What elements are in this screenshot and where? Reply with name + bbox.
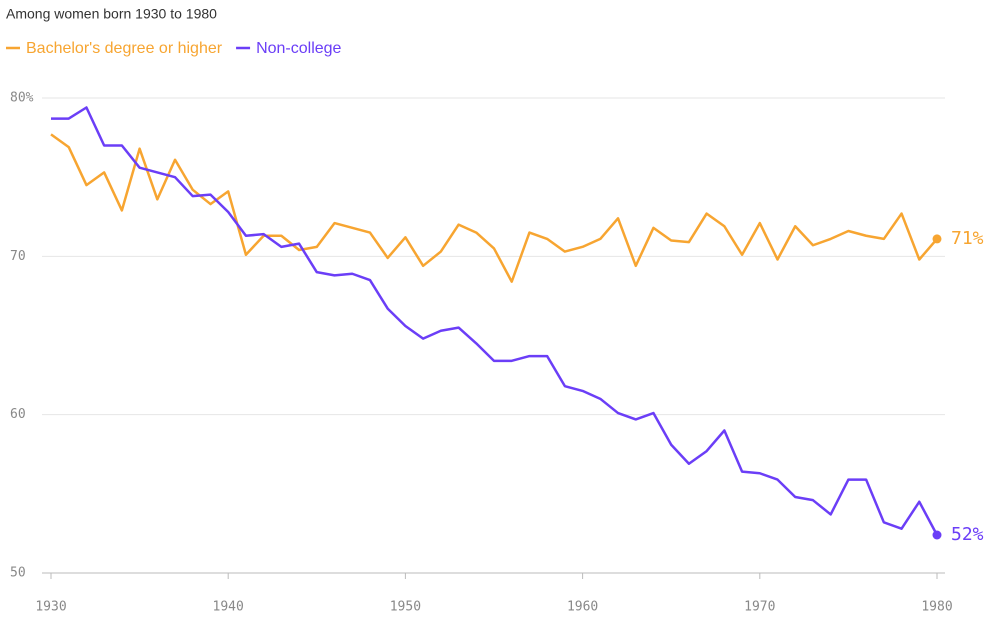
- series-line: [50, 133, 938, 283]
- end-label: 71%: [951, 228, 984, 249]
- end-label: 52%: [951, 524, 984, 545]
- series-line: [51, 106, 939, 536]
- y-tick-label: 80%: [10, 91, 34, 106]
- legend-label: Non-college: [256, 40, 341, 57]
- subtitle: Among women born 1930 to 1980: [6, 6, 217, 22]
- x-tick-label: 1980: [921, 600, 952, 615]
- end-point: [932, 234, 942, 244]
- x-tick-label: 1940: [213, 600, 244, 615]
- y-tick-label: 70: [10, 249, 26, 264]
- x-tick-label: 1930: [35, 600, 66, 615]
- x-tick-label: 1970: [744, 600, 775, 615]
- y-tick-label: 60: [10, 407, 26, 422]
- end-point: [932, 530, 942, 540]
- x-tick-label: 1960: [567, 600, 598, 615]
- y-tick-label: 50: [10, 566, 26, 581]
- x-tick-label: 1950: [390, 600, 421, 615]
- legend-label: Bachelor's degree or higher: [26, 40, 223, 57]
